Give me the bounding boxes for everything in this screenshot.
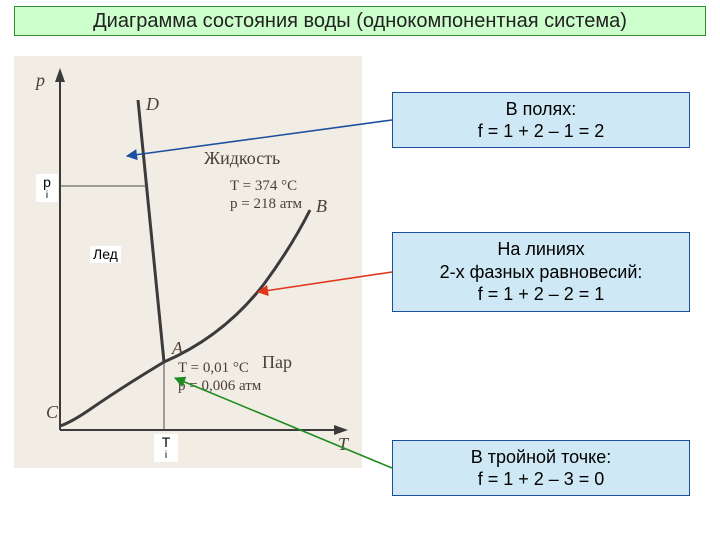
critical-t: T = 374 °C <box>230 178 297 194</box>
point-b: B <box>316 196 327 216</box>
triple-t: T = 0,01 °C <box>178 360 249 376</box>
callout-fields: В полях: f = 1 + 2 – 1 = 2 <box>392 92 690 148</box>
callout-triple-l2: f = 1 + 2 – 3 = 0 <box>471 468 611 491</box>
axis-label-p: p <box>34 70 45 90</box>
point-a: A <box>171 338 184 358</box>
slide-title-text: Диаграмма состояния воды (однокомпонентн… <box>93 10 627 33</box>
phase-diagram-svg: p T D B A C Жидкость Пар T = 374 °C p = … <box>14 56 362 468</box>
callout-triple-l1: В тройной точке: <box>471 446 611 469</box>
region-liquid: Жидкость <box>204 148 280 168</box>
phase-diagram: p T D B A C Жидкость Пар T = 374 °C p = … <box>14 56 362 468</box>
pi-label: p i <box>36 174 58 202</box>
callout-fields-l2: f = 1 + 2 – 1 = 2 <box>478 120 605 143</box>
triple-p: p = 0,006 атм <box>178 378 262 394</box>
callout-lines: На линиях 2-х фазных равновесий: f = 1 +… <box>392 232 690 312</box>
slide-title: Диаграмма состояния воды (однокомпонентн… <box>14 6 706 36</box>
critical-p: p = 218 атм <box>230 196 303 212</box>
callout-lines-l3: f = 1 + 2 – 2 = 1 <box>440 283 643 306</box>
region-ice-label: Лед <box>90 246 121 263</box>
callout-triple: В тройной точке: f = 1 + 2 – 3 = 0 <box>392 440 690 496</box>
point-c: C <box>46 402 59 422</box>
callout-lines-l1: На линиях <box>440 238 643 261</box>
region-vapor: Пар <box>262 352 292 372</box>
ti-label: T i <box>154 434 178 462</box>
diagram-bg <box>14 56 362 468</box>
point-d: D <box>145 94 159 114</box>
callout-fields-l1: В полях: <box>478 98 605 121</box>
callout-lines-l2: 2-х фазных равновесий: <box>440 261 643 284</box>
